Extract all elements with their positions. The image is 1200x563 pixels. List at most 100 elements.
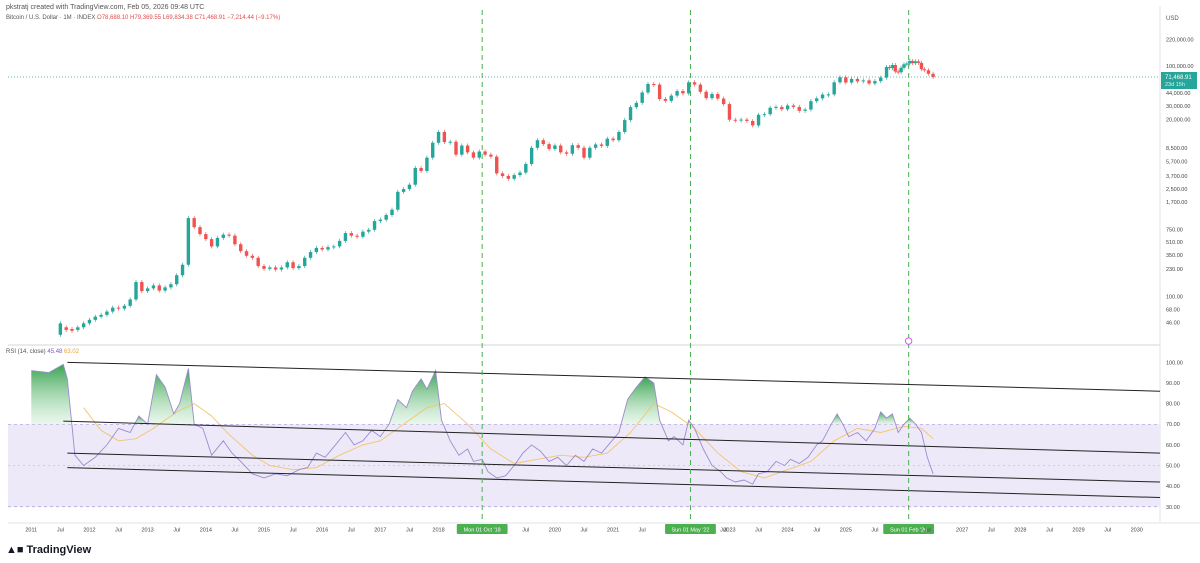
candle[interactable] <box>419 167 423 171</box>
candle[interactable] <box>879 77 883 82</box>
candle[interactable] <box>477 151 481 158</box>
candle[interactable] <box>215 237 220 247</box>
candle[interactable] <box>681 91 685 94</box>
candle[interactable] <box>454 141 458 155</box>
candle[interactable] <box>570 145 575 154</box>
candle[interactable] <box>617 131 621 141</box>
candle[interactable] <box>116 307 121 309</box>
candle[interactable] <box>611 138 615 141</box>
current-price-badge[interactable] <box>1161 72 1197 90</box>
candle[interactable] <box>250 255 255 258</box>
rsi-line[interactable] <box>31 363 934 485</box>
candle[interactable] <box>867 80 871 84</box>
candle[interactable] <box>855 78 860 82</box>
candle[interactable] <box>593 144 598 148</box>
candle[interactable] <box>911 60 915 64</box>
candle[interactable] <box>145 288 150 292</box>
candle[interactable] <box>887 67 892 69</box>
candle[interactable] <box>710 93 714 99</box>
tradingview-brand[interactable]: ▲■ TradingView <box>6 544 91 556</box>
candle[interactable] <box>582 147 586 158</box>
candle[interactable] <box>314 247 319 253</box>
candle[interactable] <box>128 299 132 306</box>
candle[interactable] <box>500 173 505 176</box>
candle[interactable] <box>884 67 889 78</box>
candle[interactable] <box>669 95 673 101</box>
candle[interactable] <box>111 307 115 312</box>
candle[interactable] <box>675 91 679 96</box>
candle[interactable] <box>922 69 927 71</box>
rsi-trendline[interactable] <box>67 361 1161 392</box>
candle[interactable] <box>169 284 173 288</box>
candle[interactable] <box>227 234 231 236</box>
candle[interactable] <box>623 120 627 132</box>
candle[interactable] <box>140 282 144 292</box>
candle[interactable] <box>186 218 191 265</box>
candle[interactable] <box>774 106 778 108</box>
candle[interactable] <box>361 231 365 237</box>
candle[interactable] <box>873 81 877 84</box>
candle[interactable] <box>727 104 732 120</box>
candle[interactable] <box>367 229 371 232</box>
candle[interactable] <box>559 145 563 153</box>
candle[interactable] <box>291 262 295 269</box>
candle[interactable] <box>308 252 313 258</box>
rsi-legend[interactable]: RSI (14, close) 45.48 63.02 <box>6 349 79 355</box>
candle[interactable] <box>652 83 656 85</box>
candle[interactable] <box>273 267 278 270</box>
candle[interactable] <box>721 98 726 105</box>
candle[interactable] <box>355 235 359 237</box>
candle[interactable] <box>448 141 452 143</box>
candle[interactable] <box>99 314 103 317</box>
candle[interactable] <box>198 227 202 235</box>
candle[interactable] <box>820 94 825 99</box>
candle[interactable] <box>134 282 138 300</box>
candle[interactable] <box>332 246 336 248</box>
candle[interactable] <box>407 184 412 190</box>
candle[interactable] <box>861 80 865 82</box>
candle[interactable] <box>343 233 348 241</box>
candle[interactable] <box>244 251 249 256</box>
candle[interactable] <box>297 266 301 269</box>
candle[interactable] <box>832 82 836 95</box>
candle[interactable] <box>564 152 569 154</box>
candle[interactable] <box>687 82 691 94</box>
candle[interactable] <box>535 140 540 148</box>
candle[interactable] <box>756 114 761 126</box>
candle[interactable] <box>489 154 493 157</box>
candle[interactable] <box>588 147 592 158</box>
candle[interactable] <box>303 257 307 267</box>
candle[interactable] <box>268 267 272 269</box>
candle[interactable] <box>785 105 790 110</box>
candle[interactable] <box>797 106 801 111</box>
candle[interactable] <box>663 99 668 101</box>
candle[interactable] <box>122 305 127 309</box>
candle[interactable] <box>262 266 266 269</box>
candle[interactable] <box>151 285 156 289</box>
candle[interactable] <box>657 84 662 100</box>
candle[interactable] <box>465 145 470 153</box>
candle[interactable] <box>436 131 441 143</box>
candle[interactable] <box>896 71 900 73</box>
candle[interactable] <box>413 167 417 185</box>
candle[interactable] <box>733 119 737 121</box>
candle[interactable] <box>239 244 243 252</box>
candle[interactable] <box>899 67 903 73</box>
candle[interactable] <box>739 119 743 121</box>
candle[interactable] <box>460 145 464 155</box>
candle[interactable] <box>628 107 633 121</box>
candle[interactable] <box>524 163 528 173</box>
candle[interactable] <box>803 109 807 111</box>
candle[interactable] <box>512 175 516 179</box>
candle[interactable] <box>337 240 342 247</box>
candle[interactable] <box>76 327 80 330</box>
rsi-trendline[interactable] <box>67 452 1161 483</box>
candle[interactable] <box>908 60 912 64</box>
candle[interactable] <box>431 142 435 158</box>
candle[interactable] <box>751 120 755 126</box>
candle[interactable] <box>93 316 97 320</box>
candle[interactable] <box>791 105 796 107</box>
candle[interactable] <box>634 102 639 108</box>
candle[interactable] <box>844 77 848 83</box>
